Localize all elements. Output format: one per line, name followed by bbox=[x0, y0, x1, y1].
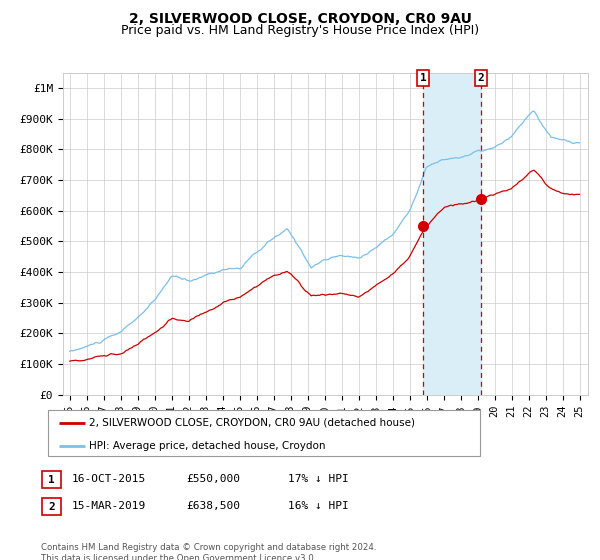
Text: 1: 1 bbox=[48, 475, 55, 484]
Text: HPI: Average price, detached house, Croydon: HPI: Average price, detached house, Croy… bbox=[89, 441, 326, 451]
Text: Contains HM Land Registry data © Crown copyright and database right 2024.
This d: Contains HM Land Registry data © Crown c… bbox=[41, 543, 376, 560]
Text: 2: 2 bbox=[478, 73, 485, 83]
FancyBboxPatch shape bbox=[42, 472, 61, 488]
Text: £550,000: £550,000 bbox=[186, 474, 240, 484]
Text: £638,500: £638,500 bbox=[186, 501, 240, 511]
Text: 16-OCT-2015: 16-OCT-2015 bbox=[72, 474, 146, 484]
Text: 1: 1 bbox=[419, 73, 427, 83]
Bar bbox=[423, 73, 481, 395]
Text: Price paid vs. HM Land Registry's House Price Index (HPI): Price paid vs. HM Land Registry's House … bbox=[121, 24, 479, 36]
FancyBboxPatch shape bbox=[42, 498, 61, 515]
Text: 2: 2 bbox=[48, 502, 55, 511]
Text: 15-MAR-2019: 15-MAR-2019 bbox=[72, 501, 146, 511]
Text: 2, SILVERWOOD CLOSE, CROYDON, CR0 9AU (detached house): 2, SILVERWOOD CLOSE, CROYDON, CR0 9AU (d… bbox=[89, 418, 415, 428]
Text: 17% ↓ HPI: 17% ↓ HPI bbox=[288, 474, 349, 484]
Text: 16% ↓ HPI: 16% ↓ HPI bbox=[288, 501, 349, 511]
FancyBboxPatch shape bbox=[48, 410, 480, 456]
Text: 2, SILVERWOOD CLOSE, CROYDON, CR0 9AU: 2, SILVERWOOD CLOSE, CROYDON, CR0 9AU bbox=[128, 12, 472, 26]
